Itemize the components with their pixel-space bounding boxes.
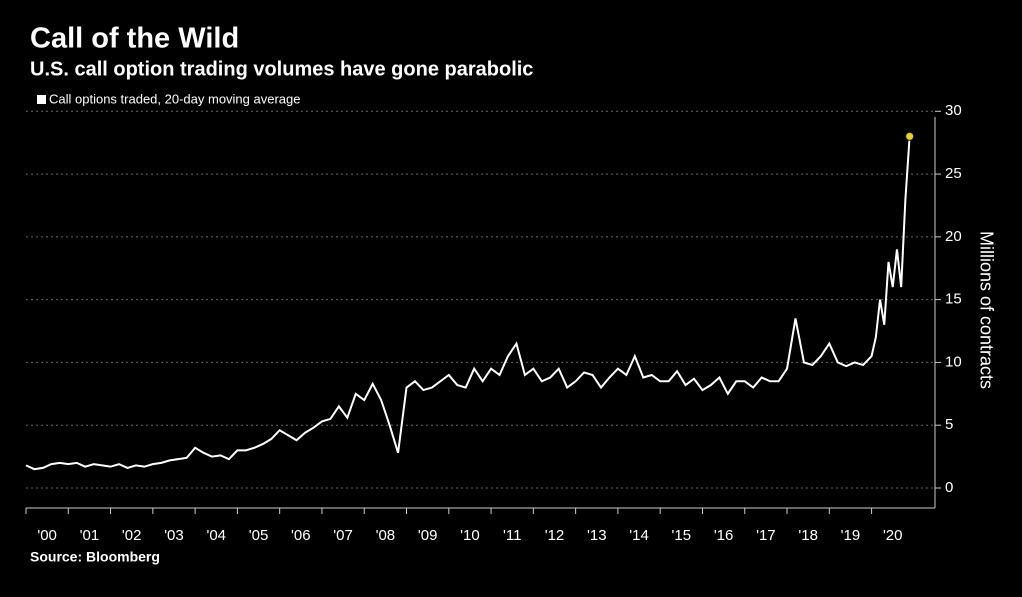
x-tick-label: '10: [460, 527, 480, 544]
y-axis-label: Millions of contracts: [976, 231, 996, 389]
last-point-marker: [905, 131, 915, 141]
chart-title: Call of the Wild: [30, 23, 239, 55]
x-tick-label: '19: [841, 527, 861, 544]
x-tick-label: '08: [376, 527, 396, 544]
x-tick-label: '11: [503, 527, 521, 544]
legend-swatch: [37, 95, 46, 104]
y-tick-label: 15: [945, 291, 962, 308]
x-tick-label: '04: [206, 527, 226, 544]
y-tick-label: 25: [945, 165, 962, 182]
x-tick-label: '01: [80, 527, 100, 544]
y-tick-label: 5: [945, 416, 953, 433]
x-tick-label: '07: [333, 527, 353, 544]
x-tick-label: '12: [545, 527, 565, 544]
x-tick-label: '05: [249, 527, 269, 544]
x-tick-label: '20: [883, 527, 903, 544]
x-tick-label: '17: [756, 527, 776, 544]
x-tick-label: '03: [164, 527, 184, 544]
y-tick-label: 0: [945, 479, 953, 496]
x-tick-label: '13: [587, 527, 607, 544]
chart-subtitle: U.S. call option trading volumes have go…: [30, 58, 533, 80]
y-tick-label: 20: [945, 228, 962, 245]
x-tick-label: '00: [37, 527, 57, 544]
x-tick-label: '06: [291, 527, 311, 544]
y-tick-label: 10: [945, 353, 962, 370]
x-tick-label: '15: [672, 527, 692, 544]
legend-label: Call options traded, 20-day moving avera…: [49, 91, 300, 106]
x-tick-label: '14: [629, 527, 649, 544]
y-tick-label: 30: [945, 102, 962, 119]
x-tick-label: '18: [798, 527, 818, 544]
source: Source: Bloomberg: [30, 549, 160, 565]
series-line: [25, 136, 911, 471]
x-tick-label: '02: [122, 527, 142, 544]
x-tick-label: '16: [714, 527, 734, 544]
x-tick-label: '09: [418, 527, 438, 544]
